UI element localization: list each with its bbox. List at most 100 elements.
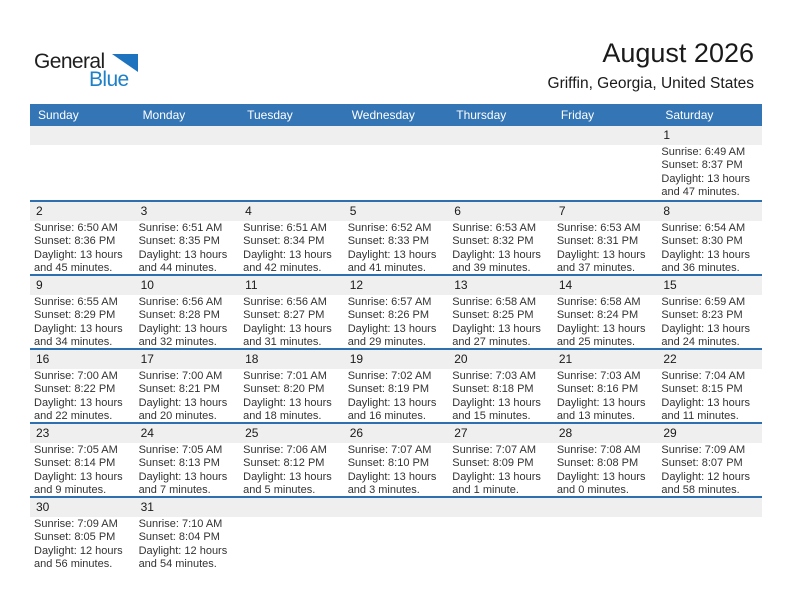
day-sunset: Sunset: 8:14 PM	[34, 457, 116, 470]
day-sunrise: Sunrise: 6:56 AM	[138, 296, 223, 308]
day-info: Sunrise: 7:04 AM Sunset: 8:15 PM Daylight:…	[657, 369, 762, 422]
day-sunrise: Sunrise: 7:02 AM	[347, 370, 432, 382]
day-info: Sunrise: 7:03 AM Sunset: 8:16 PM Daylight:…	[553, 369, 658, 422]
day-sunrise: Sunrise: 7:10 AM	[138, 518, 223, 530]
day-sunrise: Sunrise: 6:51 AM	[243, 222, 327, 234]
day-number	[30, 126, 135, 145]
day-sunset: Sunset: 8:07 PM	[661, 457, 743, 470]
day-number: 21	[552, 350, 658, 369]
day-info: Sunrise: 7:07 AM Sunset: 8:10 PM Daylight:…	[344, 443, 449, 496]
day-number	[657, 498, 762, 517]
day-sunrise: Sunrise: 7:03 AM	[556, 370, 641, 382]
day-info: Sunrise: 6:49 AM Sunset: 8:37 PM Daylight:…	[657, 145, 762, 200]
day-daylight: Daylight: 12 hours and 58 minutes.	[661, 470, 751, 496]
general-blue-logo: General Blue	[34, 50, 144, 91]
day-number: 3	[134, 202, 240, 221]
day-cell: 31 Sunrise: 7:10 AM Sunset: 8:04 PM Dayligh…	[134, 498, 240, 570]
day-cell: 10 Sunrise: 6:56 AM Sunset: 8:28 PM Dayligh…	[134, 276, 240, 348]
empty-day-cell	[134, 126, 240, 200]
day-daylight: Daylight: 13 hours and 13 minutes.	[556, 396, 646, 422]
day-daylight: Daylight: 12 hours and 56 minutes.	[34, 544, 123, 570]
day-number: 27	[448, 424, 553, 443]
day-daylight: Daylight: 13 hours and 3 minutes.	[347, 470, 437, 496]
day-info: Sunrise: 6:51 AM Sunset: 8:35 PM Daylight:…	[135, 221, 240, 274]
day-info: Sunrise: 7:02 AM Sunset: 8:19 PM Daylight:…	[344, 369, 449, 422]
day-sunrise: Sunrise: 7:04 AM	[661, 370, 746, 382]
weeks-container: 1 Sunrise: 6:49 AM Sunset: 8:37 PM Daylight…	[30, 126, 762, 570]
day-sunset: Sunset: 8:12 PM	[243, 457, 325, 470]
day-number: 13	[448, 276, 553, 295]
empty-day-cell	[343, 498, 449, 570]
empty-day-cell	[657, 498, 762, 570]
day-number: 25	[239, 424, 344, 443]
day-number: 9	[30, 276, 135, 295]
day-cell: 9 Sunrise: 6:55 AM Sunset: 8:29 PM Daylight…	[30, 276, 135, 348]
day-daylight: Daylight: 13 hours and 32 minutes.	[138, 322, 228, 348]
day-daylight: Daylight: 13 hours and 16 minutes.	[347, 396, 437, 422]
day-number	[239, 498, 344, 517]
day-cell: 29 Sunrise: 7:09 AM Sunset: 8:07 PM Dayligh…	[657, 424, 762, 496]
day-cell: 16 Sunrise: 7:00 AM Sunset: 8:22 PM Dayligh…	[30, 350, 135, 422]
day-sunrise: Sunrise: 6:55 AM	[34, 296, 118, 308]
weekday-sunday: Sunday	[38, 108, 79, 122]
day-daylight: Daylight: 13 hours and 44 minutes.	[138, 248, 228, 274]
day-cell: 28 Sunrise: 7:08 AM Sunset: 8:08 PM Dayligh…	[552, 424, 658, 496]
day-number: 28	[552, 424, 658, 443]
logo-text-blue: Blue	[89, 68, 129, 91]
day-cell: 12 Sunrise: 6:57 AM Sunset: 8:26 PM Dayligh…	[343, 276, 449, 348]
empty-day-cell	[30, 126, 135, 200]
day-number: 5	[343, 202, 449, 221]
day-daylight: Daylight: 12 hours and 54 minutes.	[138, 544, 228, 570]
week-row: 9 Sunrise: 6:55 AM Sunset: 8:29 PM Daylight…	[30, 274, 762, 348]
day-daylight: Daylight: 13 hours and 20 minutes.	[138, 396, 228, 422]
day-number: 1	[657, 126, 762, 145]
week-row: 16 Sunrise: 7:00 AM Sunset: 8:22 PM Dayligh…	[30, 348, 762, 422]
day-sunset: Sunset: 8:32 PM	[452, 235, 534, 248]
day-cell: 4 Sunrise: 6:51 AM Sunset: 8:34 PM Daylight…	[239, 202, 344, 274]
weekday-header-row: Sunday Monday Tuesday Wednesday Thursday…	[30, 104, 762, 126]
page-subtitle: Griffin, Georgia, United States	[547, 75, 754, 92]
day-number: 15	[657, 276, 762, 295]
day-info: Sunrise: 6:58 AM Sunset: 8:25 PM Daylight:…	[448, 295, 553, 348]
day-daylight: Daylight: 13 hours and 42 minutes.	[243, 248, 332, 274]
day-daylight: Daylight: 13 hours and 9 minutes.	[34, 470, 123, 496]
day-number: 26	[343, 424, 449, 443]
day-info: Sunrise: 7:09 AM Sunset: 8:07 PM Daylight:…	[657, 443, 762, 496]
day-daylight: Daylight: 13 hours and 45 minutes.	[34, 248, 123, 274]
day-sunrise: Sunrise: 6:49 AM	[661, 146, 746, 158]
day-number	[448, 498, 553, 517]
day-cell: 18 Sunrise: 7:01 AM Sunset: 8:20 PM Dayligh…	[239, 350, 344, 422]
day-cell: 25 Sunrise: 7:06 AM Sunset: 8:12 PM Dayligh…	[239, 424, 344, 496]
weekday-monday: Monday	[142, 108, 186, 122]
day-cell: 8 Sunrise: 6:54 AM Sunset: 8:30 PM Daylight…	[657, 202, 762, 274]
day-sunrise: Sunrise: 7:03 AM	[452, 370, 537, 382]
day-cell: 22 Sunrise: 7:04 AM Sunset: 8:15 PM Dayligh…	[657, 350, 762, 422]
day-daylight: Daylight: 13 hours and 47 minutes.	[661, 172, 751, 199]
week-row: 30 Sunrise: 7:09 AM Sunset: 8:05 PM Dayligh…	[30, 496, 762, 570]
day-sunset: Sunset: 8:05 PM	[34, 531, 116, 544]
day-sunset: Sunset: 8:31 PM	[556, 235, 639, 248]
day-info: Sunrise: 7:08 AM Sunset: 8:08 PM Daylight:…	[553, 443, 658, 496]
day-info: Sunrise: 7:06 AM Sunset: 8:12 PM Daylight:…	[239, 443, 344, 496]
day-number	[239, 126, 344, 145]
day-cell: 13 Sunrise: 6:58 AM Sunset: 8:25 PM Dayligh…	[448, 276, 553, 348]
day-number: 20	[448, 350, 553, 369]
day-daylight: Daylight: 13 hours and 25 minutes.	[556, 322, 646, 348]
day-info: Sunrise: 6:54 AM Sunset: 8:30 PM Daylight:…	[657, 221, 762, 274]
day-number	[134, 126, 240, 145]
day-daylight: Daylight: 13 hours and 24 minutes.	[661, 322, 751, 348]
day-sunset: Sunset: 8:25 PM	[452, 309, 534, 322]
day-sunrise: Sunrise: 7:09 AM	[34, 518, 118, 530]
weekday-wednesday: Wednesday	[351, 108, 415, 122]
day-number: 17	[134, 350, 240, 369]
day-cell: 21 Sunrise: 7:03 AM Sunset: 8:16 PM Dayligh…	[552, 350, 658, 422]
day-sunrise: Sunrise: 7:00 AM	[34, 370, 118, 382]
day-info: Sunrise: 6:50 AM Sunset: 8:36 PM Daylight:…	[30, 221, 135, 274]
day-sunrise: Sunrise: 7:09 AM	[661, 444, 746, 456]
day-number: 16	[30, 350, 135, 369]
day-number: 30	[30, 498, 135, 517]
day-sunset: Sunset: 8:26 PM	[347, 309, 430, 322]
day-sunrise: Sunrise: 6:59 AM	[661, 296, 746, 308]
day-daylight: Daylight: 13 hours and 31 minutes.	[243, 322, 332, 348]
